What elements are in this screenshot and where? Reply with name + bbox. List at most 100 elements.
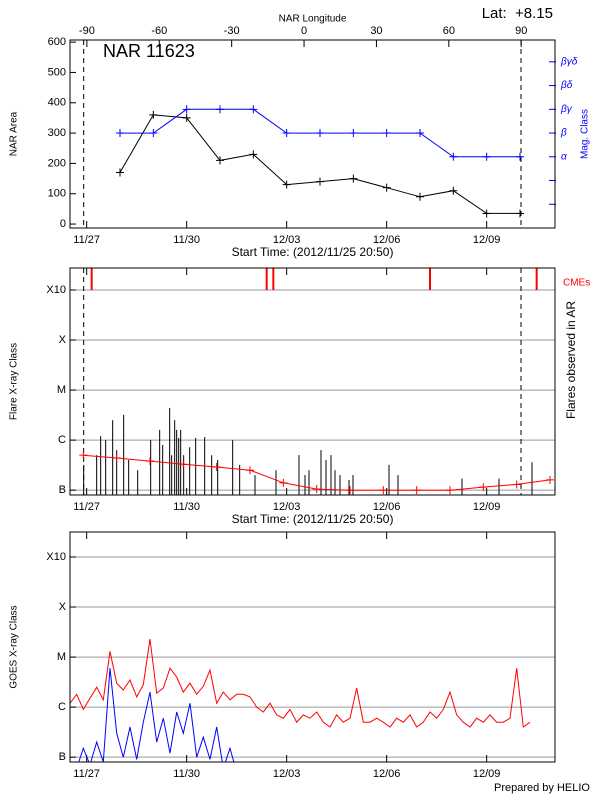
x-tick-label: 11/27 (73, 501, 100, 513)
x-tick-label: 12/06 (373, 501, 401, 513)
y-axis-title: Flare X-ray Class (9, 343, 20, 420)
trend-marker (112, 453, 121, 462)
x-tick-label: 11/30 (173, 768, 200, 780)
x-axis-title: Start Time: (2012/11/25 20:50) (232, 245, 394, 259)
point-marker (282, 129, 291, 138)
x2-axis-title: NAR Longitude (279, 14, 347, 25)
clip-group (70, 638, 531, 762)
x2-tick-label: 0 (301, 25, 307, 37)
y-tick-label: B (59, 751, 66, 763)
x-tick-label: 12/03 (273, 234, 301, 246)
lat-label: Lat: +8.15 (482, 5, 553, 22)
y-tick-label: X (59, 601, 67, 613)
y-tick-label: 500 (48, 66, 66, 78)
x2-tick-label: -90 (79, 25, 95, 37)
point-marker (149, 129, 158, 138)
trend-marker (412, 486, 421, 495)
trend-marker (79, 451, 88, 460)
y-tick-label: X10 (46, 551, 66, 563)
y-tick-label: 200 (48, 157, 66, 169)
series-line (78, 668, 235, 762)
x2-tick-label: 90 (515, 25, 527, 37)
y2-axis-title: Flares observed in AR (564, 301, 578, 419)
x-axis-title: Start Time: (2012/11/25 20:50) (232, 512, 394, 526)
x-tick-label: 12/09 (473, 501, 501, 513)
point-marker (516, 152, 524, 161)
point-marker (182, 105, 191, 114)
point-marker (116, 129, 124, 138)
y-tick-label: 100 (48, 188, 66, 200)
plot-frame (69, 39, 556, 229)
trend-marker (546, 475, 554, 484)
y-tick-label: 0 (60, 218, 66, 230)
point-marker (449, 186, 458, 195)
y-tick-label: M (57, 651, 66, 663)
cme-label: CMEs (563, 278, 590, 289)
point-marker (382, 183, 391, 192)
trend-marker (446, 486, 454, 495)
x2-tick-label: -30 (224, 25, 240, 37)
x-tick-label: 11/27 (73, 768, 100, 780)
y-tick-label: M (57, 384, 66, 396)
point-marker (282, 180, 291, 189)
x2-tick-label: 60 (443, 25, 455, 37)
point-marker (382, 129, 391, 138)
trend-marker (312, 485, 321, 494)
x-tick-label: 12/03 (273, 768, 301, 780)
x-tick-label: 12/09 (473, 234, 501, 246)
point-marker (416, 129, 424, 138)
x-tick-label: 11/30 (173, 234, 200, 246)
y-tick-label: 600 (48, 36, 66, 48)
trend-marker (179, 460, 188, 469)
trend-marker (379, 486, 388, 495)
y2-tick-label: βγδ (560, 56, 578, 67)
x-tick-label: 12/06 (373, 768, 401, 780)
x-tick-label: 12/06 (373, 234, 401, 246)
trend-marker (146, 457, 154, 466)
x-tick-label: 11/27 (73, 234, 100, 246)
y-tick-label: B (59, 484, 66, 496)
point-marker (216, 105, 224, 114)
y-tick-label: C (58, 434, 66, 446)
x-tick-label: 12/09 (473, 768, 501, 780)
point-marker (449, 152, 458, 161)
y-tick-label: 400 (48, 97, 66, 109)
x2-tick-label: -60 (151, 25, 167, 37)
point-marker (316, 129, 324, 138)
y2-tick-label: β (560, 128, 567, 139)
x-tick-label: 11/30 (173, 501, 200, 513)
trend-marker (246, 466, 254, 475)
footer: Prepared by HELIO (494, 782, 590, 794)
x-tick-label: 12/03 (273, 501, 301, 513)
point-marker (182, 113, 191, 122)
y-tick-label: 300 (48, 127, 66, 139)
plot-frame (69, 267, 556, 496)
series-line (70, 638, 531, 728)
y-tick-label: C (58, 701, 66, 713)
y2-tick-label: βδ (560, 80, 573, 91)
y-axis-title: GOES X-ray Class (9, 605, 20, 688)
y2-tick-label: α (561, 151, 567, 162)
point-marker (316, 177, 324, 186)
point-marker (516, 209, 524, 218)
point-marker (216, 156, 224, 165)
point-marker (349, 129, 358, 138)
y-axis-title: NAR Area (9, 111, 20, 156)
point-marker (416, 192, 424, 201)
point-marker (482, 209, 491, 218)
point-marker (116, 168, 124, 177)
point-marker (149, 110, 158, 119)
point-marker (349, 174, 358, 183)
x2-tick-label: 30 (370, 25, 382, 37)
trend-marker (479, 483, 488, 492)
plot-frame (69, 531, 556, 763)
trend-marker (512, 480, 521, 489)
trend-marker (279, 478, 288, 487)
trend-marker (212, 463, 221, 472)
y2-axis-title: Mag. Class (580, 109, 591, 159)
y-tick-label: X10 (46, 284, 66, 296)
point-marker (249, 105, 258, 114)
point-marker (482, 152, 491, 161)
